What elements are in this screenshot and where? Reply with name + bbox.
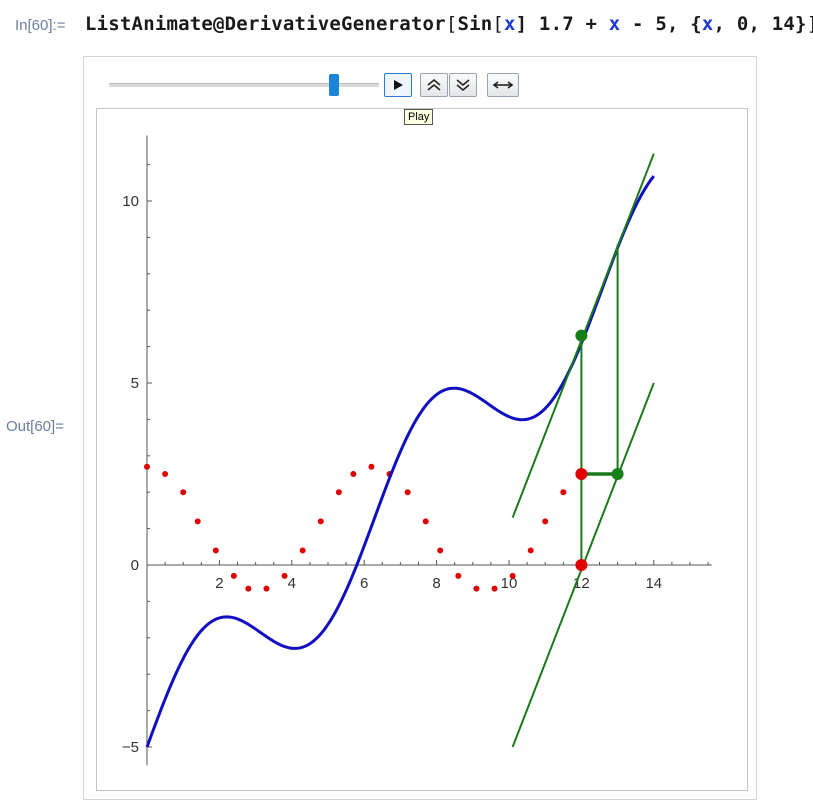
- code-minus5: - 5, {: [620, 13, 702, 35]
- code-iterator: , 0, 14}: [713, 13, 807, 35]
- code-after-sin: ] 1.7 +: [515, 13, 609, 35]
- frame-slider-track[interactable]: [109, 83, 379, 87]
- code-bracket: [: [445, 13, 458, 35]
- input-code[interactable]: ListAnimate@DerivativeGenerator[Sin[x] 1…: [85, 13, 813, 35]
- animation-panel: Play: [83, 56, 757, 800]
- code-bracket-open: [: [492, 13, 505, 35]
- double-chevron-down-icon: [456, 79, 470, 92]
- slower-button[interactable]: [449, 73, 477, 97]
- faster-button[interactable]: [420, 73, 448, 97]
- play-button[interactable]: [384, 73, 412, 97]
- play-icon: [394, 80, 403, 90]
- left-right-arrow-icon: [492, 81, 514, 89]
- input-label: In[60]:=: [15, 17, 66, 34]
- code-var-x2: x: [608, 13, 621, 35]
- code-var-x3: x: [701, 13, 714, 35]
- code-var-x1: x: [504, 13, 516, 35]
- code-sin: Sin: [457, 13, 493, 35]
- code-close: ]: [807, 13, 813, 35]
- plot-frame: [96, 108, 748, 791]
- double-chevron-up-icon: [427, 78, 441, 91]
- output-label: Out[60]=: [6, 418, 64, 435]
- frame-slider-thumb[interactable]: [329, 74, 339, 96]
- code-function: ListAnimate@DerivativeGenerator: [85, 13, 446, 35]
- direction-button[interactable]: [487, 73, 519, 97]
- play-tooltip: Play: [404, 109, 434, 125]
